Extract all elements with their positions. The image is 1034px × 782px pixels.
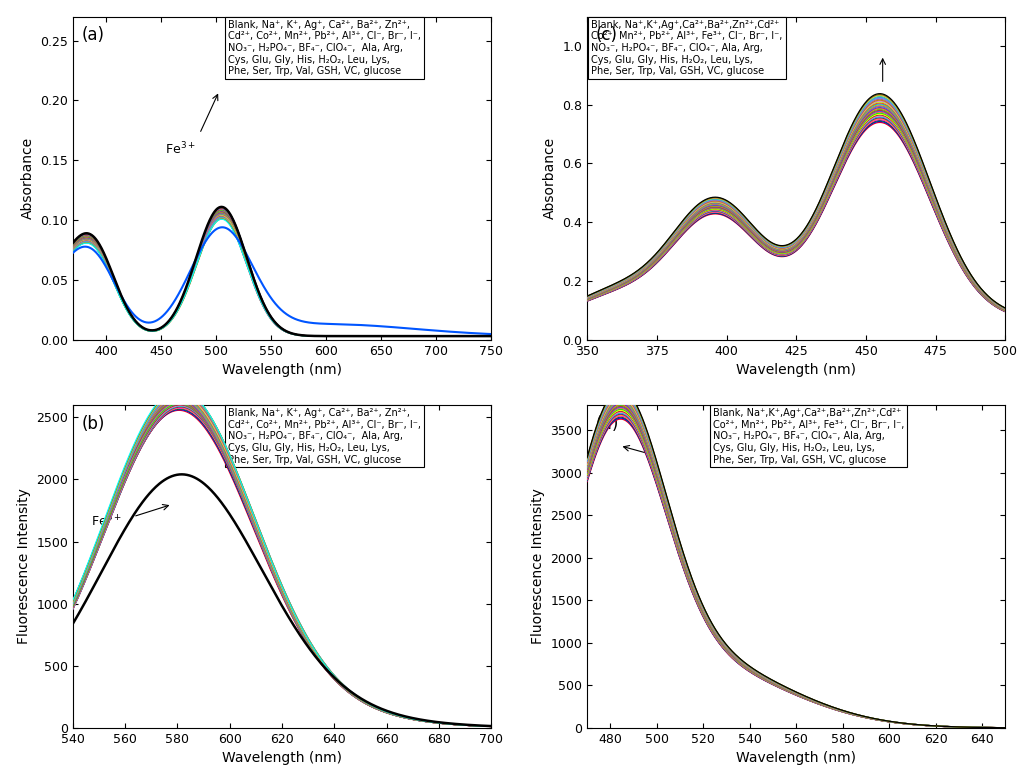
Text: Fe$^{3+}$: Fe$^{3+}$ [165,141,196,157]
X-axis label: Wavelength (nm): Wavelength (nm) [736,752,856,766]
Text: (b): (b) [82,414,104,432]
Text: (c): (c) [596,27,617,45]
Y-axis label: Absorbance: Absorbance [543,137,556,219]
X-axis label: Wavelength (nm): Wavelength (nm) [222,752,342,766]
Text: (a): (a) [82,27,104,45]
Text: (d): (d) [596,414,619,432]
Y-axis label: Absorbance: Absorbance [21,137,34,219]
Text: Fe$^{3+}$: Fe$^{3+}$ [91,513,122,529]
Text: Blank, Na⁺, K⁺, Ag⁺, Ca²⁺, Ba²⁺, Zn²⁺,
Cd²⁺, Co²⁺, Mn²⁺, Pb²⁺, Al³⁺, Cl⁻, Br⁻, I: Blank, Na⁺, K⁺, Ag⁺, Ca²⁺, Ba²⁺, Zn²⁺, C… [227,408,421,465]
Text: Blank, Na⁺,K⁺,Ag⁺,Ca²⁺,Ba²⁺,Zn²⁺,Cd²⁺
Co²⁺, Mn²⁺, Pb²⁺, Al³⁺, Fe³⁺, Cl⁻, Br⁻, I⁻: Blank, Na⁺,K⁺,Ag⁺,Ca²⁺,Ba²⁺,Zn²⁺,Cd²⁺ Co… [591,20,783,77]
Y-axis label: Fluorescence Intensity: Fluorescence Intensity [17,489,31,644]
Text: Blank, Na⁺, K⁺, Ag⁺, Ca²⁺, Ba²⁺, Zn²⁺,
Cd²⁺, Co²⁺, Mn²⁺, Pb²⁺, Al³⁺, Cl⁻, Br⁻, I: Blank, Na⁺, K⁺, Ag⁺, Ca²⁺, Ba²⁺, Zn²⁺, C… [227,20,421,77]
Y-axis label: Fluorescence Intensity: Fluorescence Intensity [530,489,545,644]
X-axis label: Wavelength (nm): Wavelength (nm) [222,363,342,377]
Text: Blank, Na⁺,K⁺,Ag⁺,Ca²⁺,Ba²⁺,Zn²⁺,Cd²⁺
Co²⁺, Mn²⁺, Pb²⁺, Al³⁺, Fe³⁺, Cl⁻, Br⁻, I⁻: Blank, Na⁺,K⁺,Ag⁺,Ca²⁺,Ba²⁺,Zn²⁺,Cd²⁺ Co… [712,408,904,465]
X-axis label: Wavelength (nm): Wavelength (nm) [736,363,856,377]
